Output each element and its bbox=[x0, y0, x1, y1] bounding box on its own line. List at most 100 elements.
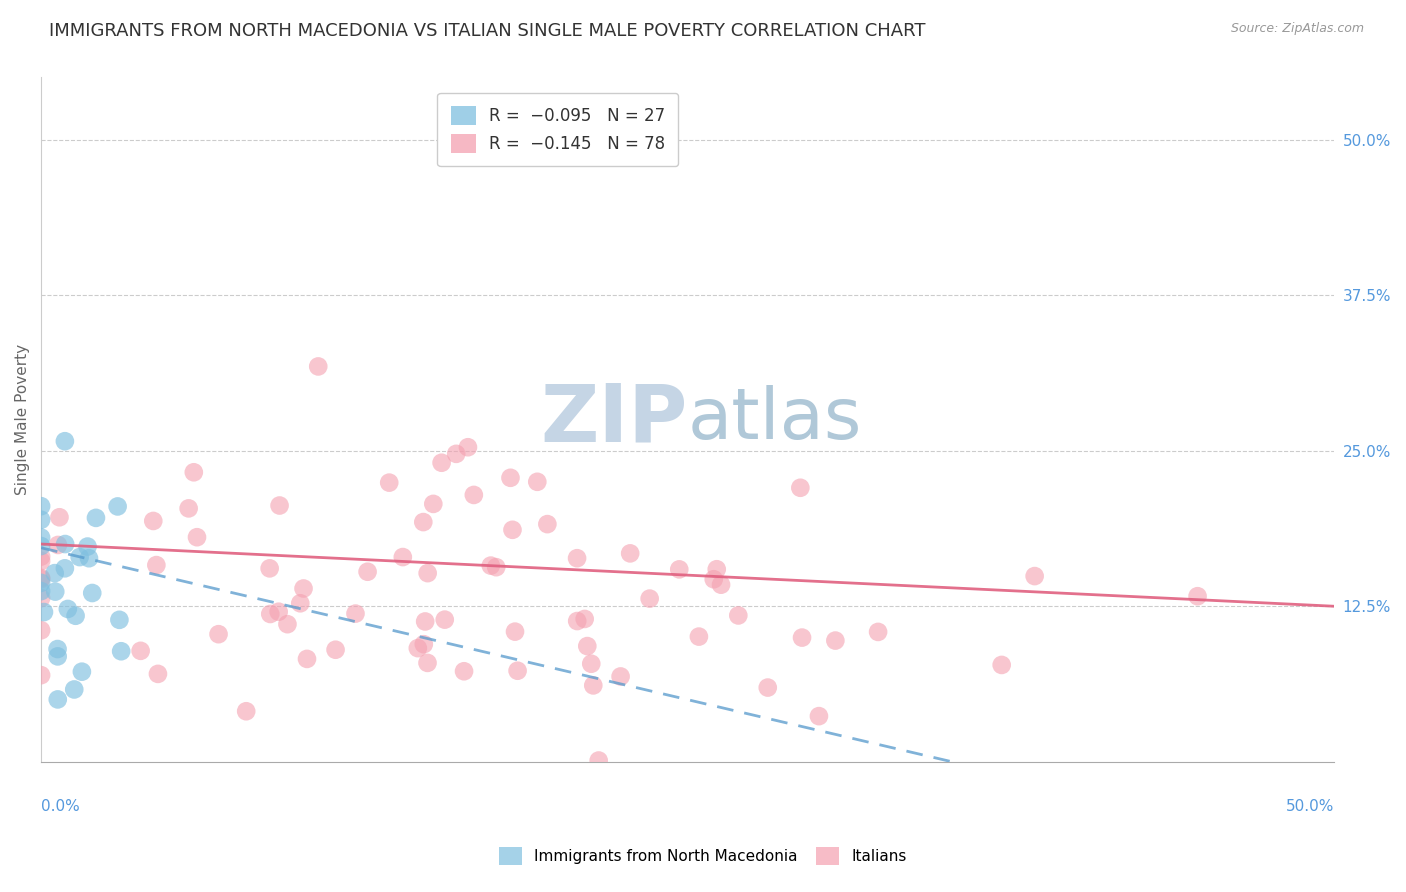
Text: 50.0%: 50.0% bbox=[1286, 799, 1334, 814]
Point bbox=[53, 537, 76, 551]
Point bbox=[567, 614, 589, 628]
Point bbox=[422, 497, 444, 511]
Point bbox=[526, 475, 548, 489]
Point bbox=[30, 531, 52, 545]
Point bbox=[30, 591, 52, 606]
Point bbox=[207, 627, 229, 641]
Point bbox=[177, 501, 200, 516]
Point bbox=[53, 434, 76, 449]
Point bbox=[77, 551, 100, 566]
Point bbox=[235, 704, 257, 718]
Point bbox=[276, 617, 298, 632]
Point bbox=[574, 612, 596, 626]
Point bbox=[44, 566, 66, 581]
Point bbox=[183, 465, 205, 479]
Point bbox=[344, 607, 367, 621]
Point bbox=[30, 539, 52, 553]
Point bbox=[406, 641, 429, 656]
Point bbox=[146, 666, 169, 681]
Text: Source: ZipAtlas.com: Source: ZipAtlas.com bbox=[1230, 22, 1364, 36]
Point bbox=[32, 605, 55, 619]
Point bbox=[444, 447, 467, 461]
Point bbox=[107, 500, 129, 514]
Point bbox=[868, 624, 890, 639]
Point bbox=[110, 644, 132, 658]
Point bbox=[430, 456, 453, 470]
Point bbox=[70, 665, 93, 679]
Point bbox=[46, 538, 69, 552]
Point bbox=[108, 613, 131, 627]
Point bbox=[1187, 589, 1209, 603]
Point bbox=[463, 488, 485, 502]
Point bbox=[30, 513, 52, 527]
Point bbox=[412, 515, 434, 529]
Point bbox=[501, 523, 523, 537]
Point bbox=[44, 584, 66, 599]
Point bbox=[588, 754, 610, 768]
Point bbox=[186, 530, 208, 544]
Point bbox=[356, 565, 378, 579]
Point bbox=[688, 630, 710, 644]
Point bbox=[824, 633, 846, 648]
Point bbox=[295, 652, 318, 666]
Point bbox=[706, 562, 728, 576]
Point bbox=[129, 644, 152, 658]
Point bbox=[536, 517, 558, 532]
Point bbox=[582, 678, 605, 692]
Point bbox=[30, 584, 52, 599]
Point bbox=[378, 475, 401, 490]
Point bbox=[325, 642, 347, 657]
Legend: R =  −0.095   N = 27, R =  −0.145   N = 78: R = −0.095 N = 27, R = −0.145 N = 78 bbox=[437, 93, 679, 166]
Point bbox=[307, 359, 329, 374]
Point bbox=[30, 554, 52, 568]
Point bbox=[292, 582, 315, 596]
Point bbox=[756, 681, 779, 695]
Point bbox=[65, 608, 87, 623]
Point bbox=[807, 709, 830, 723]
Point bbox=[416, 656, 439, 670]
Point bbox=[413, 615, 436, 629]
Y-axis label: Single Male Poverty: Single Male Poverty bbox=[15, 344, 30, 495]
Point bbox=[259, 607, 281, 621]
Point bbox=[30, 571, 52, 585]
Point bbox=[145, 558, 167, 573]
Point bbox=[267, 605, 290, 619]
Point bbox=[457, 440, 479, 454]
Point bbox=[499, 471, 522, 485]
Point bbox=[485, 560, 508, 574]
Point bbox=[503, 624, 526, 639]
Point bbox=[269, 499, 291, 513]
Point bbox=[727, 608, 749, 623]
Point bbox=[416, 566, 439, 581]
Point bbox=[619, 546, 641, 560]
Point bbox=[609, 669, 631, 683]
Text: 0.0%: 0.0% bbox=[41, 799, 80, 814]
Point bbox=[30, 575, 52, 590]
Legend: Immigrants from North Macedonia, Italians: Immigrants from North Macedonia, Italian… bbox=[494, 841, 912, 871]
Text: atlas: atlas bbox=[688, 385, 862, 454]
Point bbox=[30, 572, 52, 586]
Point bbox=[30, 549, 52, 564]
Point bbox=[576, 639, 599, 653]
Point bbox=[433, 613, 456, 627]
Point bbox=[76, 540, 98, 554]
Point bbox=[69, 550, 91, 565]
Text: ZIP: ZIP bbox=[540, 381, 688, 458]
Point bbox=[30, 668, 52, 682]
Point bbox=[990, 657, 1012, 672]
Point bbox=[412, 637, 434, 651]
Text: IMMIGRANTS FROM NORTH MACEDONIA VS ITALIAN SINGLE MALE POVERTY CORRELATION CHART: IMMIGRANTS FROM NORTH MACEDONIA VS ITALI… bbox=[49, 22, 925, 40]
Point bbox=[56, 602, 79, 616]
Point bbox=[565, 551, 588, 566]
Point bbox=[790, 631, 813, 645]
Point bbox=[46, 649, 69, 664]
Point bbox=[53, 561, 76, 575]
Point bbox=[710, 577, 733, 591]
Point bbox=[668, 562, 690, 576]
Point bbox=[789, 481, 811, 495]
Point bbox=[479, 558, 502, 573]
Point bbox=[391, 550, 413, 565]
Point bbox=[63, 682, 86, 697]
Point bbox=[506, 664, 529, 678]
Point bbox=[703, 572, 725, 586]
